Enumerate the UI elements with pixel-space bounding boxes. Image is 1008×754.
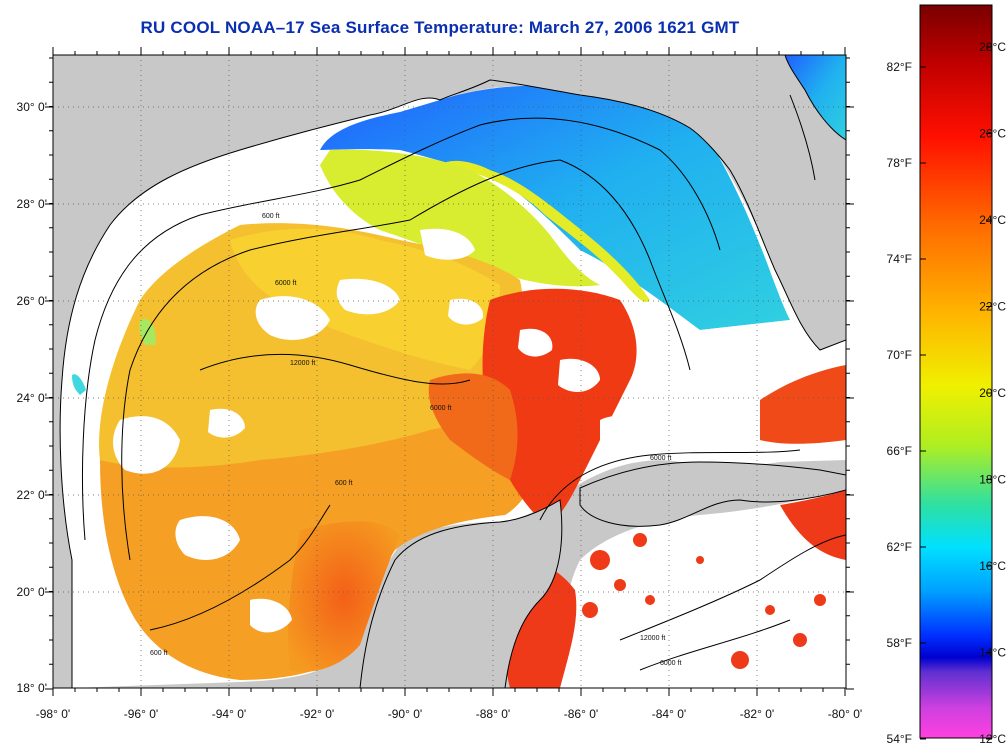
bathymetry-contours [81, 94, 846, 671]
celsius-label: 20°C [979, 386, 1006, 400]
contour-label-6000-b: 6000 ft [430, 405, 451, 412]
campeche-orange [288, 521, 400, 672]
celsius-label: 18°C [979, 473, 1006, 487]
contour-fla [789, 94, 816, 181]
texas-coast-cyan [72, 374, 86, 395]
longitude-labels: -98° 0' -96° 0' -94° 0' -92° 0' -90° 0' -88° … [36, 707, 862, 721]
us-gulf-coast [53, 55, 846, 688]
latitude-labels: 30° 0' 28° 0' 26° 0' 24° 0' 22° 0' 20° 0' 18° … [17, 100, 47, 695]
lon-tick-label: -96° 0' [124, 707, 158, 721]
celsius-label: 24°C [979, 213, 1006, 227]
lat-tick-label: 30° 0' [17, 100, 47, 114]
contour-labels: 600 ft 600 ft 600 ft 6000 ft 6000 ft 600… [150, 213, 681, 667]
loop-front-yellow [440, 160, 650, 302]
fahrenheit-label: 66°F [887, 444, 912, 458]
color-scale-ticks [920, 46, 992, 740]
contour-label-600-b: 600 ft [150, 650, 168, 657]
color-scale-bar [919, 4, 993, 739]
lon-tick-label: -88° 0' [476, 707, 510, 721]
lon-tick-label: -82° 0' [740, 707, 774, 721]
florida-atlantic-cold [785, 55, 846, 140]
celsius-label: 28°C [979, 40, 1006, 54]
fahrenheit-label: 74°F [887, 252, 912, 266]
contour-label-6000-c: 6000 ft [650, 455, 671, 462]
axis-ticks [45, 47, 854, 696]
lat-tick-label: 20° 0' [17, 585, 47, 599]
lon-tick-label: -86° 0' [564, 707, 598, 721]
fahrenheit-label: 78°F [887, 156, 912, 170]
caribbean-red [780, 490, 846, 560]
lat-tick-label: 28° 0' [17, 197, 47, 211]
lat-tick-label: 18° 0' [17, 681, 47, 695]
contour-campeche [149, 504, 331, 631]
fahrenheit-label: 54°F [887, 732, 912, 746]
contour-carib-2 [639, 619, 791, 671]
lat-tick-label: 26° 0' [17, 294, 47, 308]
lon-tick-label: -98° 0' [36, 707, 70, 721]
contour-label-12000-b: 12000 ft [640, 635, 665, 642]
fahrenheit-label: 62°F [887, 540, 912, 554]
contour-label-600-a: 600 ft [262, 213, 280, 220]
contour-yucatan [539, 449, 801, 521]
loop-current-orange-edge [428, 373, 518, 480]
contour-label-6000-a: 6000 ft [275, 280, 296, 287]
celsius-labels: 28°C 26°C 24°C 22°C 20°C 18°C 16°C 14°C 12°C [979, 40, 1006, 746]
celsius-label: 22°C [979, 300, 1006, 314]
cloud-patches [113, 228, 794, 633]
land-masses [53, 55, 846, 688]
fahrenheit-label: 82°F [887, 60, 912, 74]
celsius-label: 12°C [979, 732, 1006, 746]
graticule [53, 55, 846, 688]
contour-600ft [81, 117, 721, 541]
contour-label-12000-a: 12000 ft [290, 360, 315, 367]
florida-shelf-cold [320, 85, 790, 330]
florida-straits-red [760, 365, 846, 444]
cuba [579, 461, 846, 527]
contour-12000ft [199, 353, 471, 385]
contour-label-6000-d: 6000 ft [660, 660, 681, 667]
caribbean-speckles [533, 533, 826, 677]
fahrenheit-label: 70°F [887, 348, 912, 362]
shelf-yellow [320, 149, 600, 287]
lat-tick-label: 24° 0' [17, 391, 47, 405]
lon-tick-label: -90° 0' [388, 707, 422, 721]
lon-tick-label: -80° 0' [828, 707, 862, 721]
lon-tick-label: -84° 0' [652, 707, 686, 721]
celsius-label: 14°C [979, 646, 1006, 660]
contour-label-600-c: 600 ft [335, 480, 353, 487]
lon-tick-label: -94° 0' [212, 707, 246, 721]
lon-tick-label: -92° 0' [300, 707, 334, 721]
contour-carib-1 [619, 534, 846, 641]
caribbean-water [560, 490, 846, 688]
celsius-label: 16°C [979, 559, 1006, 573]
mexico-yucatan [359, 499, 563, 688]
contour-6000ft [121, 159, 691, 561]
sst-field: 600 ft 600 ft 600 ft 6000 ft 6000 ft 600… [53, 55, 846, 688]
fahrenheit-label: 58°F [887, 636, 912, 650]
map-title: RU COOL NOAA–17 Sea Surface Temperature:… [140, 18, 740, 37]
fahrenheit-labels: 82°F 78°F 74°F 70°F 66°F 62°F 58°F 54°F [887, 60, 912, 746]
lat-tick-label: 22° 0' [17, 488, 47, 502]
celsius-label: 26°C [979, 127, 1006, 141]
